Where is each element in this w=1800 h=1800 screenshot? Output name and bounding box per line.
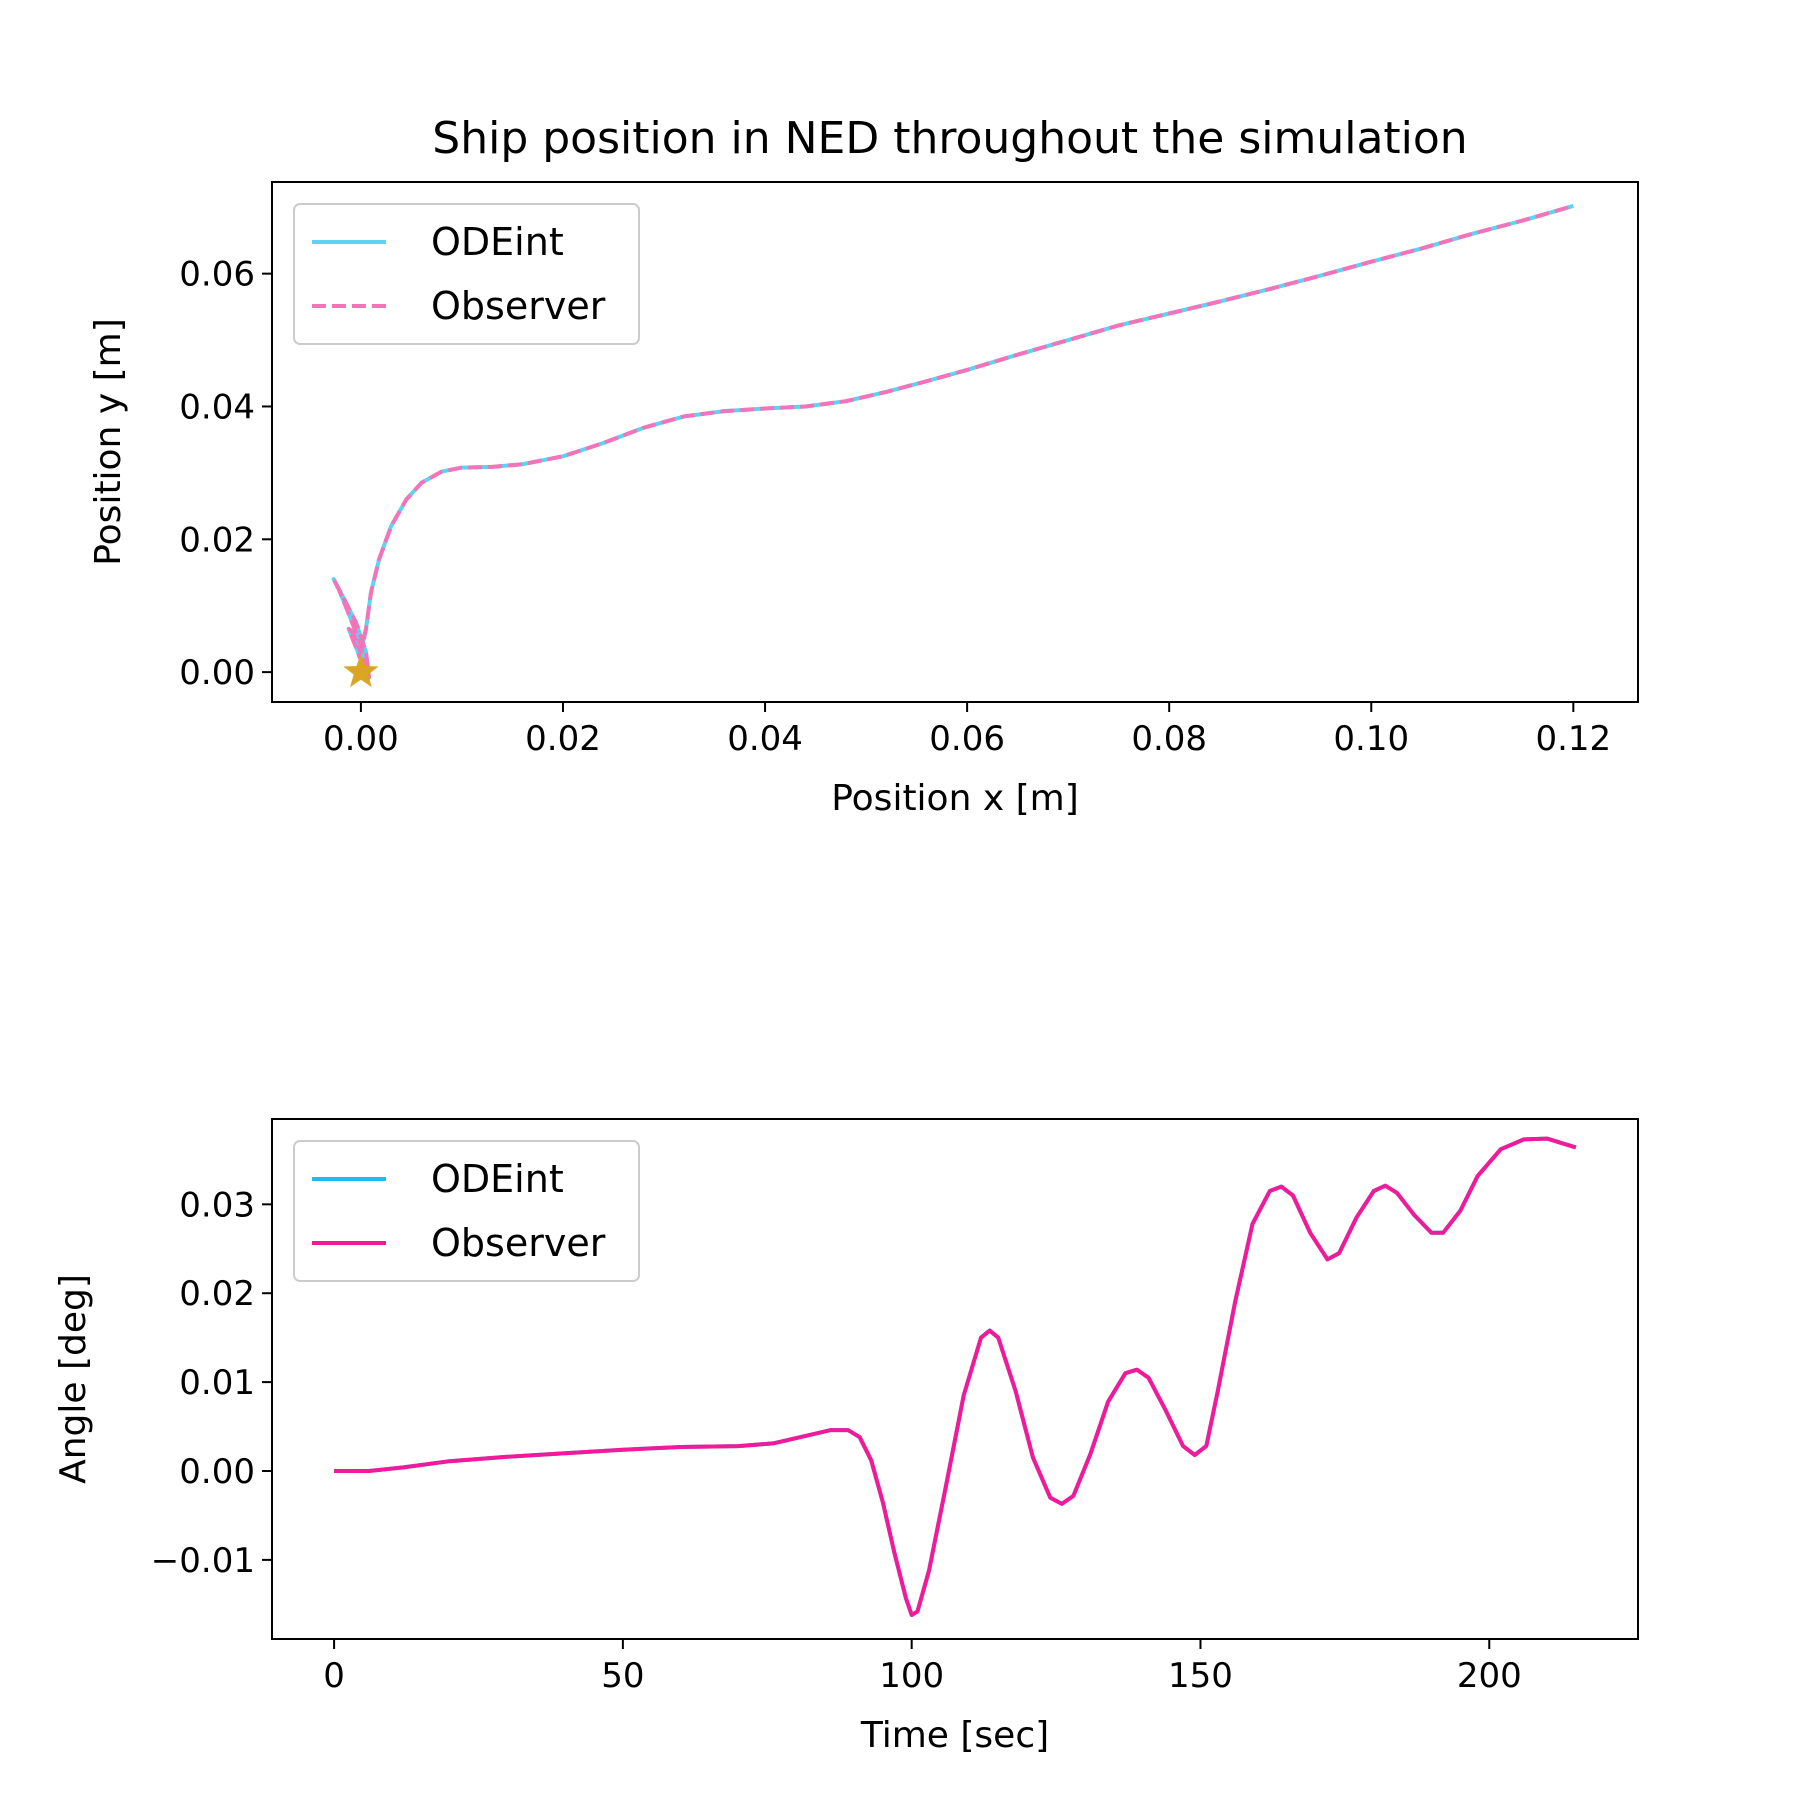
start-marker-icon (343, 653, 379, 688)
x-tick-label: 0.02 (525, 719, 601, 759)
legend-label-observer: Observer (431, 1221, 606, 1265)
y-axis-label: Position y [m] (88, 318, 129, 566)
series-group (334, 1136, 1577, 1617)
x-tick-label: 0.06 (929, 719, 1005, 759)
axes-frame (271, 1118, 1639, 1640)
y-tick-label: 0.03 (179, 1185, 255, 1225)
x-tick-label: 200 (1457, 1656, 1522, 1696)
x-tick-label: 150 (1168, 1656, 1233, 1696)
angle-plot: 0 50 100 150 200 −0.01 0.00 0.01 0.02 0.03 Time [s… (53, 1118, 1639, 1756)
series-line-observer (334, 1136, 1577, 1617)
y-tick-label: 0.00 (179, 1452, 255, 1492)
y-tick-label: 0.02 (179, 520, 255, 560)
position-plot: 0.00 0.02 0.04 0.06 0.08 0.10 0.12 0.00 0.02 0.04… (88, 181, 1639, 819)
y-axis-label: Angle [deg] (53, 1274, 94, 1484)
y-tick-label: 0.04 (179, 387, 255, 427)
legend-box (293, 1140, 640, 1282)
x-tick-label: 0.08 (1131, 719, 1207, 759)
legend: ODEint Observer (293, 1140, 640, 1282)
x-axis-label: Position x [m] (831, 778, 1079, 819)
x-tick-label: 100 (879, 1656, 944, 1696)
legend-label-observer: Observer (431, 284, 606, 328)
legend-label-odeint: ODEint (431, 1157, 564, 1201)
x-tick-label: 0.00 (323, 719, 399, 759)
x-axis-label: Time [sec] (860, 1715, 1049, 1756)
series-line-odeint (331, 203, 1574, 680)
x-tick-label: 0.10 (1333, 719, 1409, 759)
figure-title: Ship position in NED throughout the simu… (432, 113, 1467, 164)
y-tick-label: −0.01 (151, 1541, 255, 1581)
legend-label-odeint: ODEint (431, 220, 564, 264)
y-tick-label: 0.01 (179, 1363, 255, 1403)
y-tick-label: 0.02 (179, 1274, 255, 1314)
series-group (331, 203, 1574, 680)
x-tick-label: 0 (323, 1656, 345, 1696)
legend: ODEint Observer (293, 203, 640, 345)
legend-box (293, 203, 640, 345)
x-tick-label: 0.04 (727, 719, 803, 759)
y-tick-label: 0.00 (179, 653, 255, 693)
y-tick-label: 0.06 (179, 255, 255, 295)
x-tick-label: 0.12 (1535, 719, 1611, 759)
x-tick-label: 50 (601, 1656, 644, 1696)
axes-frame (271, 181, 1639, 703)
